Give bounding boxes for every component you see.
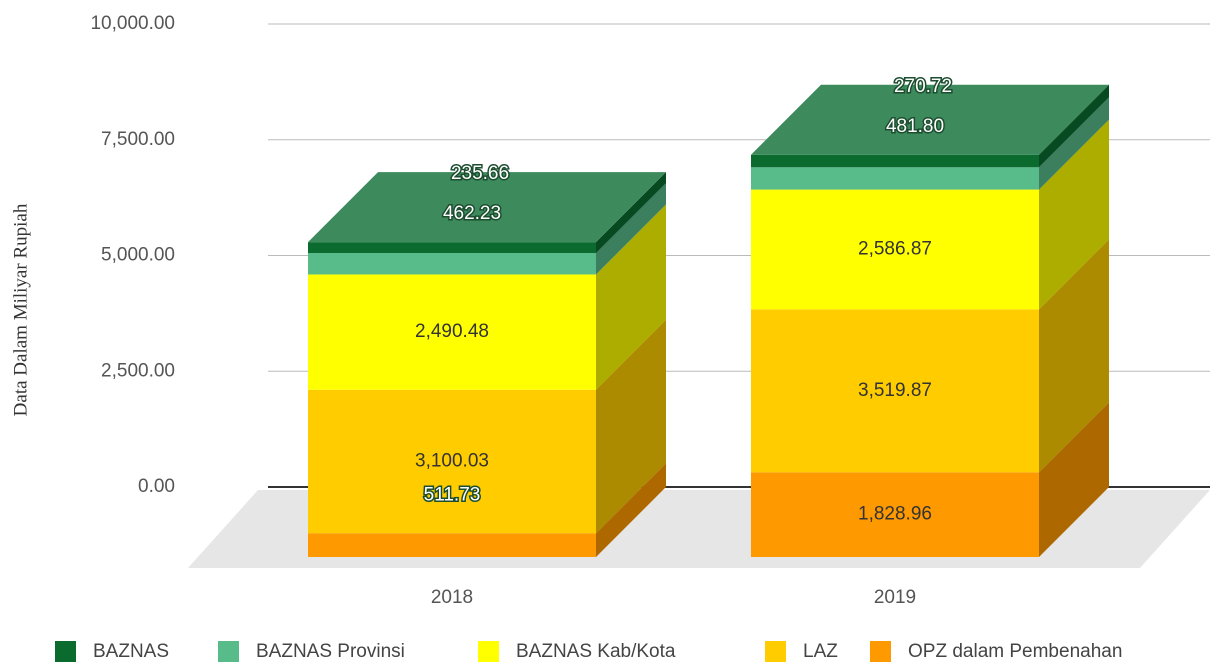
bar-side — [1039, 402, 1109, 557]
x-tick-label: 2018 — [431, 587, 473, 608]
y-tick-label: 2,500.00 — [101, 360, 175, 381]
bar-top — [751, 84, 1109, 155]
bar-segment — [751, 309, 1039, 473]
y-tick-label: 0.00 — [138, 476, 175, 497]
bar-segment — [751, 167, 1039, 190]
bar-side — [1039, 84, 1109, 168]
legend-swatch — [478, 641, 499, 662]
bar-segment — [751, 154, 1039, 168]
bar-segment — [308, 242, 596, 254]
bar-segment — [308, 533, 596, 557]
legend-label: BAZNAS — [93, 641, 169, 662]
bar-side — [1039, 97, 1109, 190]
bar-side — [596, 172, 666, 254]
data-label: 270.72 — [894, 76, 952, 97]
legend-swatch — [870, 641, 891, 662]
data-label: 3,519.87 — [858, 380, 932, 401]
bar-side — [596, 319, 666, 534]
bar-top — [308, 172, 666, 243]
legend-label: BAZNAS Provinsi — [256, 641, 405, 662]
bar-side — [596, 204, 666, 390]
y-tick-label: 5,000.00 — [101, 245, 175, 266]
data-label: 2,490.48 — [415, 321, 489, 342]
data-label: 481.80 — [886, 116, 944, 137]
data-label: 3,100.03 — [415, 451, 489, 472]
bar-side — [596, 183, 666, 275]
bar-segment — [751, 189, 1039, 310]
y-tick-label: 10,000.00 — [90, 13, 175, 34]
legend-label: LAZ — [803, 641, 838, 662]
legend-label: OPZ dalam Pembenahan — [908, 641, 1122, 662]
x-tick-label: 2019 — [874, 587, 916, 608]
data-label: 1,828.96 — [858, 504, 932, 525]
bar-segment — [308, 274, 596, 390]
bar-segment — [308, 253, 596, 275]
bar-side — [1039, 119, 1109, 310]
data-label: 511.73 — [424, 484, 481, 505]
data-label: 462.23 — [443, 203, 501, 224]
bar-side — [1039, 239, 1109, 473]
y-tick-label: 7,500.00 — [101, 129, 175, 150]
data-label: 235.66 — [451, 163, 509, 184]
bar-segment — [308, 389, 596, 534]
legend-swatch — [765, 641, 786, 662]
y-axis-title: Data Dalam Miliyar Rupiah — [10, 203, 31, 416]
data-label: 2,586.87 — [858, 238, 932, 259]
legend-swatch — [218, 641, 239, 662]
legend-label: BAZNAS Kab/Kota — [516, 641, 676, 662]
bar-segment — [751, 472, 1039, 557]
legend-swatch — [55, 641, 76, 662]
bar-side — [596, 463, 666, 557]
